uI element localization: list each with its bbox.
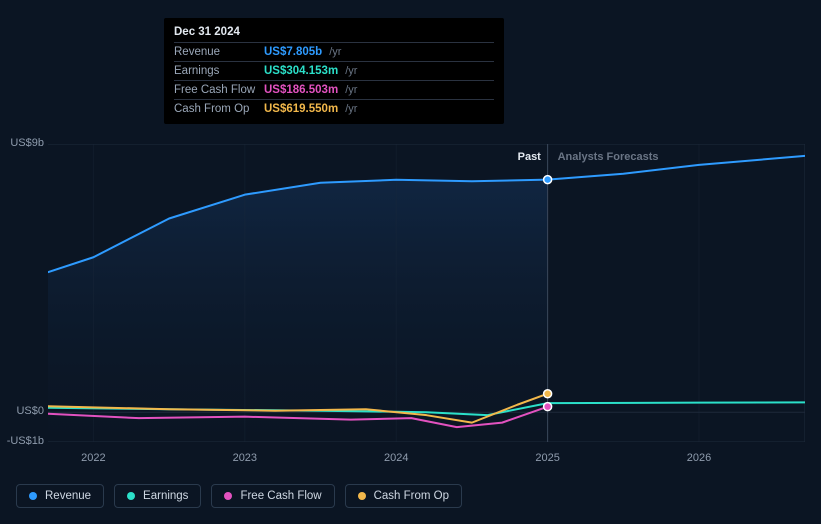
- tooltip-metric-label: Cash From Op: [174, 100, 264, 119]
- legend-dot-icon: [127, 492, 135, 500]
- tooltip-row: Free Cash FlowUS$186.503m /yr: [174, 81, 494, 100]
- tooltip-metric-label: Free Cash Flow: [174, 81, 264, 100]
- tooltip-metric-value: US$619.550m /yr: [264, 100, 494, 119]
- financials-chart: Dec 31 2024 RevenueUS$7.805b /yrEarnings…: [0, 0, 821, 524]
- legend-dot-icon: [358, 492, 366, 500]
- tooltip-row: RevenueUS$7.805b /yr: [174, 43, 494, 62]
- x-axis-label: 2025: [535, 452, 559, 464]
- legend-label: Free Cash Flow: [240, 490, 321, 502]
- tooltip-row: Cash From OpUS$619.550m /yr: [174, 100, 494, 119]
- legend-dot-icon: [29, 492, 37, 500]
- x-axis-label: 2023: [233, 452, 257, 464]
- hover-tooltip: Dec 31 2024 RevenueUS$7.805b /yrEarnings…: [164, 18, 504, 124]
- legend-label: Revenue: [45, 490, 91, 502]
- legend-dot-icon: [224, 492, 232, 500]
- legend-item-revenue[interactable]: Revenue: [16, 484, 104, 508]
- x-axis-label: 2024: [384, 452, 408, 464]
- legend-item-earnings[interactable]: Earnings: [114, 484, 201, 508]
- tooltip-metric-value: US$7.805b /yr: [264, 43, 494, 62]
- x-axis-label: 2022: [81, 452, 105, 464]
- legend: Revenue Earnings Free Cash Flow Cash From O…: [16, 484, 462, 508]
- y-axis-label: -US$1b: [0, 435, 44, 447]
- tooltip-metric-value: US$304.153m /yr: [264, 62, 494, 81]
- x-axis-label: 2026: [687, 452, 711, 464]
- y-axis-label: US$0: [0, 405, 44, 417]
- legend-item-fcf[interactable]: Free Cash Flow: [211, 484, 334, 508]
- legend-label: Cash From Op: [374, 490, 449, 502]
- tooltip-metric-label: Revenue: [174, 43, 264, 62]
- tooltip-row: EarningsUS$304.153m /yr: [174, 62, 494, 81]
- tooltip-table: RevenueUS$7.805b /yrEarningsUS$304.153m …: [174, 42, 494, 118]
- y-axis-label: US$9b: [0, 137, 44, 149]
- tooltip-metric-label: Earnings: [174, 62, 264, 81]
- legend-item-cfo[interactable]: Cash From Op: [345, 484, 462, 508]
- tooltip-metric-value: US$186.503m /yr: [264, 81, 494, 100]
- legend-label: Earnings: [143, 490, 188, 502]
- plot-area[interactable]: [48, 144, 805, 442]
- tooltip-date: Dec 31 2024: [174, 26, 494, 42]
